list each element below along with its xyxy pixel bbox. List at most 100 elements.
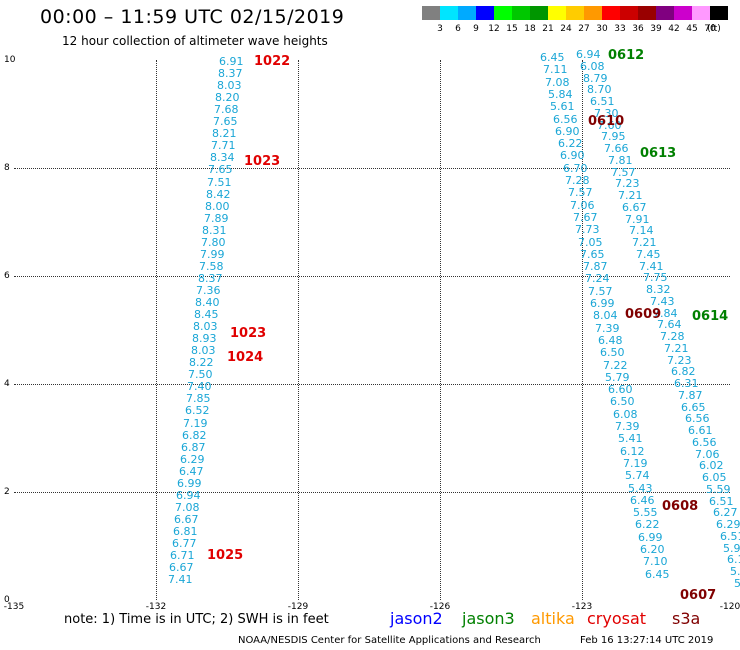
grid-line-vertical	[298, 60, 299, 600]
y-tick-label: 8	[4, 163, 10, 173]
wave-height-reading: 6.45	[540, 51, 565, 64]
wave-height-reading: 6.20	[640, 543, 665, 556]
wave-height-reading: 6.94	[176, 489, 201, 502]
wave-height-reading: 7.67	[573, 211, 598, 224]
wave-height-reading: 5.95	[723, 542, 740, 555]
legend-swatch	[692, 6, 710, 20]
legend-swatch	[476, 6, 494, 20]
legend-label: 30	[596, 24, 608, 34]
wave-height-reading: 8.42	[206, 188, 231, 201]
satellite-name: jason3	[462, 609, 515, 628]
wave-height-reading: 7.66	[604, 142, 629, 155]
wave-height-reading: 8.70	[587, 83, 612, 96]
x-tick-label: -132	[145, 602, 167, 612]
grid-line-horizontal	[14, 384, 730, 385]
legend-label: 21	[542, 24, 554, 34]
x-tick-label: -120	[719, 602, 740, 612]
pass-time-label: 1022	[254, 54, 291, 69]
map-title: 00:00 – 11:59 UTC 02/15/2019	[40, 6, 345, 28]
wave-height-reading: 6.12	[620, 445, 645, 458]
wave-height-reading: 7.57	[611, 166, 636, 179]
y-tick-label: 4	[4, 379, 10, 389]
satellite-name: cryosat	[587, 609, 647, 628]
wave-height-reading: 5	[734, 577, 740, 590]
wave-height-reading: 8.45	[194, 308, 219, 321]
map-subtitle: 12 hour collection of altimeter wave hei…	[62, 34, 328, 48]
wave-height-reading: 7.43	[650, 295, 675, 308]
x-tick-label: -129	[287, 602, 309, 612]
x-tick-label: -135	[3, 602, 25, 612]
x-tick-label: -126	[429, 602, 451, 612]
wave-height-reading: 6.90	[555, 125, 580, 138]
wave-height-reading: 6.51	[709, 495, 734, 508]
satellite-name: jason2	[390, 609, 443, 628]
wave-height-reading: 6.1	[727, 553, 740, 566]
legend-swatch	[638, 6, 656, 20]
pass-time-label: 0607	[680, 588, 717, 603]
wave-height-reading: 6.50	[600, 346, 625, 359]
wave-height-reading: 8.22	[189, 356, 214, 369]
grid-line-horizontal	[14, 492, 730, 493]
wave-height-reading: 7.19	[183, 417, 208, 430]
wave-height-reading: 8.00	[205, 200, 230, 213]
wave-height-reading: 6.90	[560, 149, 585, 162]
legend-swatch	[674, 6, 692, 20]
wave-height-reading: 6.46	[630, 494, 655, 507]
wave-height-reading: 6.65	[681, 401, 706, 414]
wave-height-reading: 8.37	[218, 67, 243, 80]
wave-height-reading: 7.60	[597, 119, 622, 132]
legend-label: 33	[614, 24, 626, 34]
legend-label: 42	[668, 24, 680, 34]
y-tick-label: 10	[4, 55, 16, 65]
pass-time-label: 1025	[207, 548, 244, 563]
wave-height-reading: 6.22	[558, 137, 583, 150]
wave-height-reading: 6.61	[688, 424, 713, 437]
wave-height-reading: 7.41	[168, 573, 193, 586]
legend-label: 12	[488, 24, 500, 34]
grid-line-vertical	[156, 60, 157, 600]
wave-height-reading: 6.87	[181, 441, 206, 454]
wave-height-reading: 6.67	[169, 561, 194, 574]
wave-height-reading: 7.21	[632, 236, 657, 249]
timestamp: Feb 16 13:27:14 UTC 2019	[580, 635, 714, 646]
wave-height-reading: 7.23	[615, 177, 640, 190]
wave-height-reading: 7.28	[660, 330, 685, 343]
wave-height-reading: 6.77	[172, 537, 197, 550]
wave-height-reading: 8.40	[195, 296, 220, 309]
wave-height-reading: 7.14	[629, 224, 654, 237]
pass-time-label: 0614	[692, 309, 729, 324]
wave-height-reading: 8.04	[593, 309, 618, 322]
wave-height-reading: 7.58	[199, 260, 224, 273]
wave-height-reading: 5.84	[548, 88, 573, 101]
satellite-name: altika	[531, 609, 575, 628]
wave-height-reading: 7.89	[204, 212, 229, 225]
wave-height-reading: 7.87	[678, 389, 703, 402]
legend-swatch	[656, 6, 674, 20]
wave-height-reading: 7.40	[187, 380, 212, 393]
wave-height-reading: 7.71	[211, 139, 236, 152]
wave-height-reading: 7.06	[695, 448, 720, 461]
legend-swatch	[584, 6, 602, 20]
wave-height-reading: 5.43	[628, 482, 653, 495]
wave-height-reading: 7.81	[608, 154, 633, 167]
wave-height-reading: 6.29	[180, 453, 205, 466]
legend-label: 36	[632, 24, 644, 34]
footer-note: note: 1) Time is in UTC; 2) SWH is in fe…	[64, 612, 329, 627]
wave-height-reading: 7.24	[585, 272, 610, 285]
wave-height-reading: 8.03	[217, 79, 242, 92]
legend-label: 24	[560, 24, 572, 34]
map-plot-area	[14, 60, 730, 600]
wave-height-reading: 5.79	[605, 371, 630, 384]
wave-height-reading: 7.45	[636, 248, 661, 261]
wave-height-reading: 7.65	[580, 248, 605, 261]
wave-height-reading: 6.51	[590, 95, 615, 108]
wave-height-reading: 6.82	[671, 365, 696, 378]
pass-time-label: 1024	[227, 350, 264, 365]
wave-height-reading: 6.56	[692, 436, 717, 449]
wave-height-reading: 6.08	[580, 60, 605, 73]
grid-line-vertical	[582, 60, 583, 600]
wave-height-reading: 7.57	[568, 186, 593, 199]
legend-swatch	[458, 6, 476, 20]
y-tick-label: 2	[4, 487, 10, 497]
wave-height-reading: 6.56	[685, 412, 710, 425]
